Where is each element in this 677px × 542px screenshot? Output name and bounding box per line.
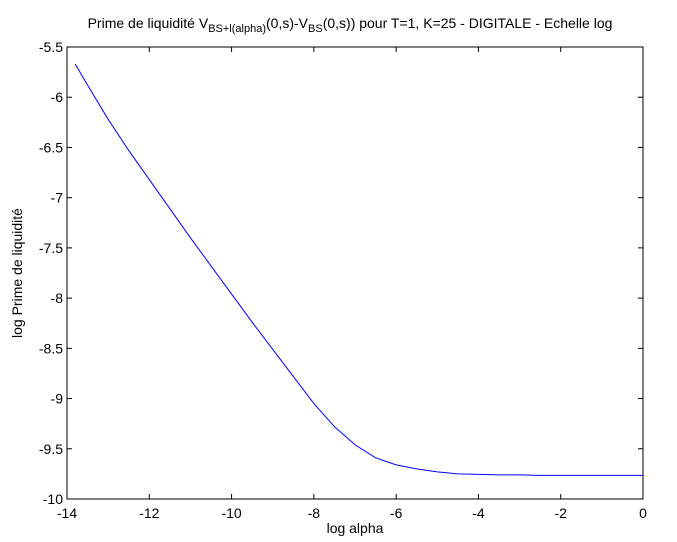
plot-area (66, 46, 644, 500)
title-mid: (0,s)-V (266, 15, 309, 31)
y-tick-label: -7.5 (39, 240, 63, 256)
chart-title: Prime de liquidité VBS+l(alpha)(0,s)-VBS… (88, 15, 613, 35)
title-prefix: Prime de liquidité V (88, 15, 209, 31)
title-suffix: (0,s)) pour T=1, K=25 - DIGITALE - Echel… (323, 15, 613, 31)
y-tick-label: -5.5 (39, 39, 63, 55)
x-tick-label: -14 (57, 505, 77, 521)
y-axis-label: log Prime de liquidité (9, 208, 25, 338)
x-tick-label: -6 (390, 505, 403, 521)
title-subscript-1: BS+l(alpha) (208, 23, 266, 35)
series-layer (74, 63, 643, 476)
y-tick-label: -8.5 (39, 340, 63, 356)
x-tick-label: -10 (221, 505, 241, 521)
x-tick-label: -4 (472, 505, 485, 521)
x-tick-label: -8 (308, 505, 321, 521)
x-tick-label: 0 (639, 505, 647, 521)
x-axis-label: log alpha (327, 520, 384, 536)
y-tick-label: -8 (51, 290, 64, 306)
series-line (74, 63, 643, 476)
x-tick-label: -12 (139, 505, 159, 521)
y-tick-label: -9 (51, 391, 64, 407)
y-tick-label: -6 (51, 89, 64, 105)
title-subscript-2: BS (308, 23, 323, 35)
y-tick-label: -9.5 (39, 441, 63, 457)
x-axis-ticks: -14 -12 -10 -8 -6 -4 -2 0 (57, 47, 647, 521)
y-tick-label: -7 (51, 190, 64, 206)
y-tick-label: -10 (43, 491, 63, 507)
y-axis-ticks: -10 -9.5 -9 -8.5 -8 -7.5 -7 -6.5 -6 -5.5 (39, 39, 643, 507)
x-tick-label: -2 (554, 505, 567, 521)
y-tick-label: -6.5 (39, 139, 63, 155)
